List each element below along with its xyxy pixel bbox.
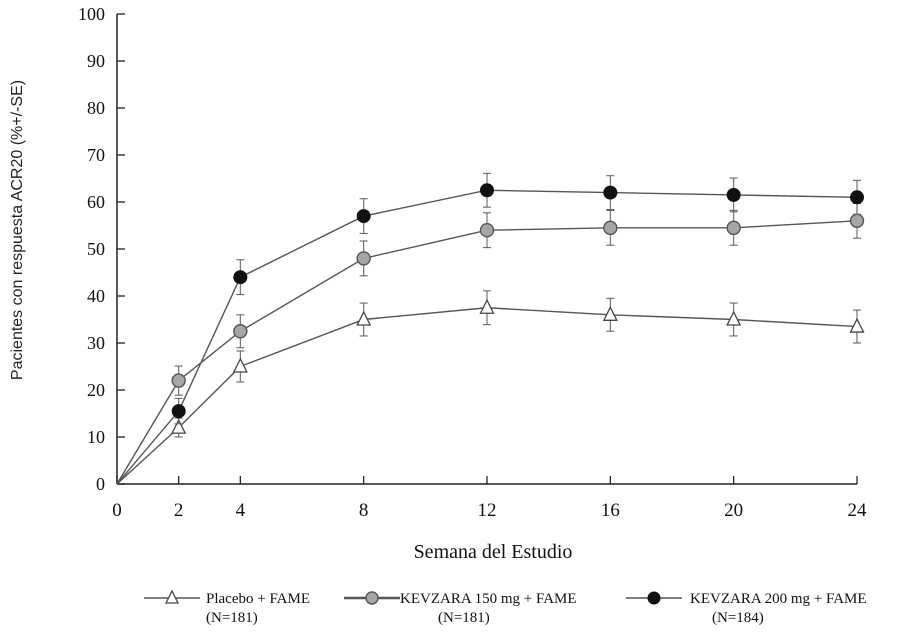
data-point	[849, 213, 865, 229]
legend-item-2: KEVZARA 150 mg + FAME (N=181)	[344, 591, 577, 626]
data-point	[233, 270, 248, 285]
series-layer	[116, 172, 865, 485]
legend-marker	[164, 589, 180, 604]
x-tick-label: 16	[601, 500, 620, 521]
legend-item-3: KEVZARA 200 mg + FAME (N=184)	[626, 591, 867, 626]
data-point	[171, 418, 187, 434]
y-tick-label: 40	[87, 286, 105, 306]
y-tick-label: 80	[87, 98, 105, 118]
series-line	[116, 189, 858, 485]
legend-n-label: (N=184)	[712, 610, 764, 626]
series-2	[116, 202, 865, 485]
legend-item-1: Placebo + FAME (N=181)	[144, 589, 310, 626]
data-point	[850, 190, 864, 205]
data-point	[171, 373, 186, 388]
legend-n-label: (N=181)	[438, 610, 490, 626]
data-point	[233, 324, 248, 339]
y-tick-label: 0	[96, 474, 105, 494]
data-point	[726, 310, 742, 326]
data-point	[356, 209, 371, 224]
x-tick-label: 4	[236, 500, 246, 521]
legend-marker	[647, 591, 661, 605]
data-point	[726, 187, 741, 202]
series-line	[116, 307, 858, 485]
legend-n-label: (N=181)	[206, 610, 258, 626]
x-axis-label: Semana del Estudio	[414, 541, 573, 563]
y-tick-label: 20	[87, 380, 105, 400]
data-point	[479, 222, 495, 238]
y-tick-label: 70	[87, 145, 105, 165]
data-point	[602, 305, 618, 321]
x-tick-label: 0	[112, 500, 122, 521]
data-point	[849, 317, 865, 333]
y-tick-label: 10	[87, 427, 105, 447]
legend: Placebo + FAME(N=181)KEVZARA 150 mg + FA…	[144, 589, 867, 626]
data-point	[356, 310, 372, 326]
series-3	[116, 172, 864, 485]
data-point	[232, 357, 248, 373]
data-point	[726, 220, 741, 236]
legend-label: KEVZARA 200 mg + FAME	[690, 591, 867, 607]
data-point	[480, 183, 494, 198]
y-axis-label: Pacientes con respuesta ACR20 (%+/-SE)	[9, 80, 26, 380]
x-tick-label: 20	[724, 500, 743, 521]
x-tick-label: 2	[174, 500, 184, 521]
data-point	[356, 251, 371, 266]
legend-label: Placebo + FAME	[206, 591, 310, 607]
x-tick-label: 24	[848, 500, 868, 521]
legend-marker	[365, 591, 379, 605]
data-point	[171, 404, 186, 419]
y-tick-label: 30	[87, 333, 105, 353]
data-point	[479, 298, 495, 314]
data-point	[603, 185, 618, 200]
y-tick-label: 90	[87, 51, 105, 71]
y-tick-label: 60	[87, 192, 105, 212]
y-tick-label: 100	[78, 4, 105, 24]
legend-label: KEVZARA 150 mg + FAME	[400, 591, 577, 607]
x-tick-label: 12	[478, 500, 497, 521]
data-point	[603, 220, 618, 236]
x-tick-label: 8	[359, 500, 369, 521]
y-tick-label: 50	[87, 239, 105, 259]
series-1	[116, 290, 865, 485]
series-line	[116, 220, 858, 485]
